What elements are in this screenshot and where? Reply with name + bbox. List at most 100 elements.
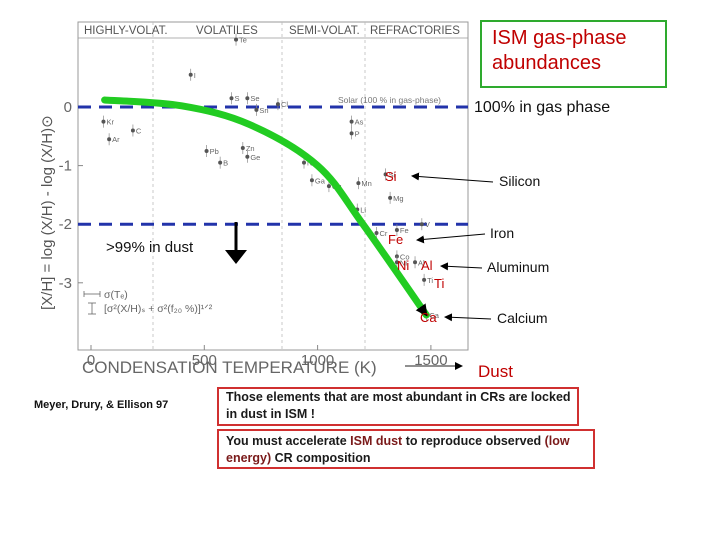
point-label: Te — [239, 36, 247, 45]
annotation-ni: Ni — [397, 258, 409, 273]
dust-left-label: >99% in dust — [106, 239, 194, 256]
data-point — [188, 72, 193, 77]
down-arrow-head — [225, 250, 247, 264]
point-label: Kr — [106, 118, 114, 127]
pointer-aluminum — [440, 262, 483, 271]
element-name-iron: Iron — [490, 225, 514, 241]
annotation-al: Al — [421, 258, 433, 273]
data-point — [326, 184, 331, 189]
label-semi-volatile: SEMI-VOLAT. — [289, 25, 360, 37]
point-label: Li — [360, 206, 366, 215]
point-label: Pb — [210, 147, 219, 156]
note-2-part3: CR composition — [271, 451, 371, 465]
point-label: Fe — [400, 226, 409, 235]
element-name-calcium: Calcium — [497, 310, 548, 326]
data-point — [245, 154, 250, 159]
note-2-highlight-dust: ISM dust — [350, 434, 403, 448]
pointer-calcium — [444, 313, 492, 322]
note-box-2: You must accelerate ISM dust to reproduc… — [217, 429, 595, 469]
y-tick-label: -1 — [59, 158, 72, 175]
point-label: Mn — [361, 179, 371, 188]
point-label: B — [223, 159, 228, 168]
x-tick-label: 0 — [87, 352, 95, 369]
annotation-ti: Ti — [434, 276, 444, 291]
data-point — [204, 148, 209, 153]
label-highly-volatile: HIGHLY-VOLAT. — [84, 25, 168, 37]
data-point — [349, 131, 354, 136]
element-name-aluminum: Aluminum — [487, 259, 549, 275]
x-tick-label: 500 — [192, 352, 217, 369]
data-point — [394, 260, 399, 265]
point-label: Mg — [393, 194, 403, 203]
y-axis-title: [X/H] = log (X/H) - log (X/H)⊙ — [39, 115, 56, 310]
data-point — [309, 178, 314, 183]
data-point — [374, 230, 379, 235]
data-point — [240, 146, 245, 151]
point-label: Zn — [246, 144, 255, 153]
data-point — [413, 260, 418, 265]
data-point — [422, 277, 427, 282]
element-name-silicon: Silicon — [499, 173, 540, 189]
dust-right-label: Dust — [478, 362, 513, 381]
annotation-si: Si — [385, 169, 397, 184]
label-volatiles: VOLATILES — [196, 25, 258, 37]
data-point — [383, 172, 388, 177]
point-label: Se — [250, 94, 259, 103]
note-2-part1: You must accelerate — [226, 434, 351, 448]
point-label: Ar — [112, 135, 120, 144]
point-label: Al — [418, 258, 425, 267]
x-tick-label: 1500 — [414, 352, 447, 369]
data-point — [349, 119, 354, 124]
reference-lines: Solar (100 % in gas-phase) — [78, 95, 468, 226]
trend-curve — [101, 96, 430, 319]
data-point — [394, 228, 399, 233]
y-tick-label: -2 — [59, 216, 72, 233]
error-legend: σ(Tₑ) [σ²(X/H)ₛ + σ²(f₂₀ %)]¹ᐟ² — [83, 289, 213, 315]
note-box-1: Those elements that are most abundant in… — [217, 387, 579, 426]
point-label: Ni — [400, 258, 407, 267]
data-point — [229, 96, 234, 101]
point-label: Ga — [315, 176, 326, 185]
data-point — [234, 37, 239, 42]
pointer-silicon — [411, 172, 494, 183]
data-point — [218, 160, 223, 165]
point-label: P — [355, 129, 360, 138]
point-label: As — [355, 118, 364, 127]
plot-frame — [77, 21, 469, 351]
x-tick-label: 1000 — [301, 352, 334, 369]
error-legend-temp: σ(Tₑ) — [104, 289, 128, 301]
point-label: Cl — [281, 100, 288, 109]
pointer-iron — [416, 233, 486, 244]
data-point — [275, 102, 280, 107]
y-tick-label: 0 — [64, 99, 72, 116]
point-label: Ti — [427, 276, 433, 285]
data-point — [388, 195, 393, 200]
data-point — [419, 222, 424, 227]
data-point — [101, 119, 106, 124]
point-label: I — [194, 71, 196, 80]
gas-phase-label: 100% in gas phase — [474, 99, 610, 116]
data-point — [356, 181, 361, 186]
data-point — [245, 96, 250, 101]
y-tick-label: -3 — [59, 275, 72, 292]
note-1-text: Those elements that are most abundant in… — [226, 390, 571, 421]
point-label: S — [234, 94, 239, 103]
note-2-highlight-energy: (low energy) — [226, 434, 570, 465]
x-axis-title: CONDENSATION TEMPERATURE (K) — [82, 358, 377, 377]
point-label: Ca — [429, 311, 439, 320]
point-label: V — [425, 220, 430, 229]
point-label: Ge — [250, 153, 260, 162]
point-label: Cr — [380, 229, 388, 238]
label-refractories: REFRACTORIES — [370, 25, 460, 37]
note-2-part2: to reproduce observed — [402, 434, 545, 448]
data-point — [130, 128, 135, 133]
point-label: Si — [389, 170, 396, 179]
point-label: C — [136, 126, 142, 135]
point-label: Sn — [259, 106, 268, 115]
annotation-fe: Fe — [388, 232, 403, 247]
solar-label: Solar (100 % in gas-phase) — [338, 95, 441, 105]
annotation-ca: Ca — [420, 310, 437, 325]
title-text: ISM gas-phase abundances — [492, 27, 627, 74]
citation: Meyer, Drury, & Ellison 97 — [34, 399, 169, 411]
